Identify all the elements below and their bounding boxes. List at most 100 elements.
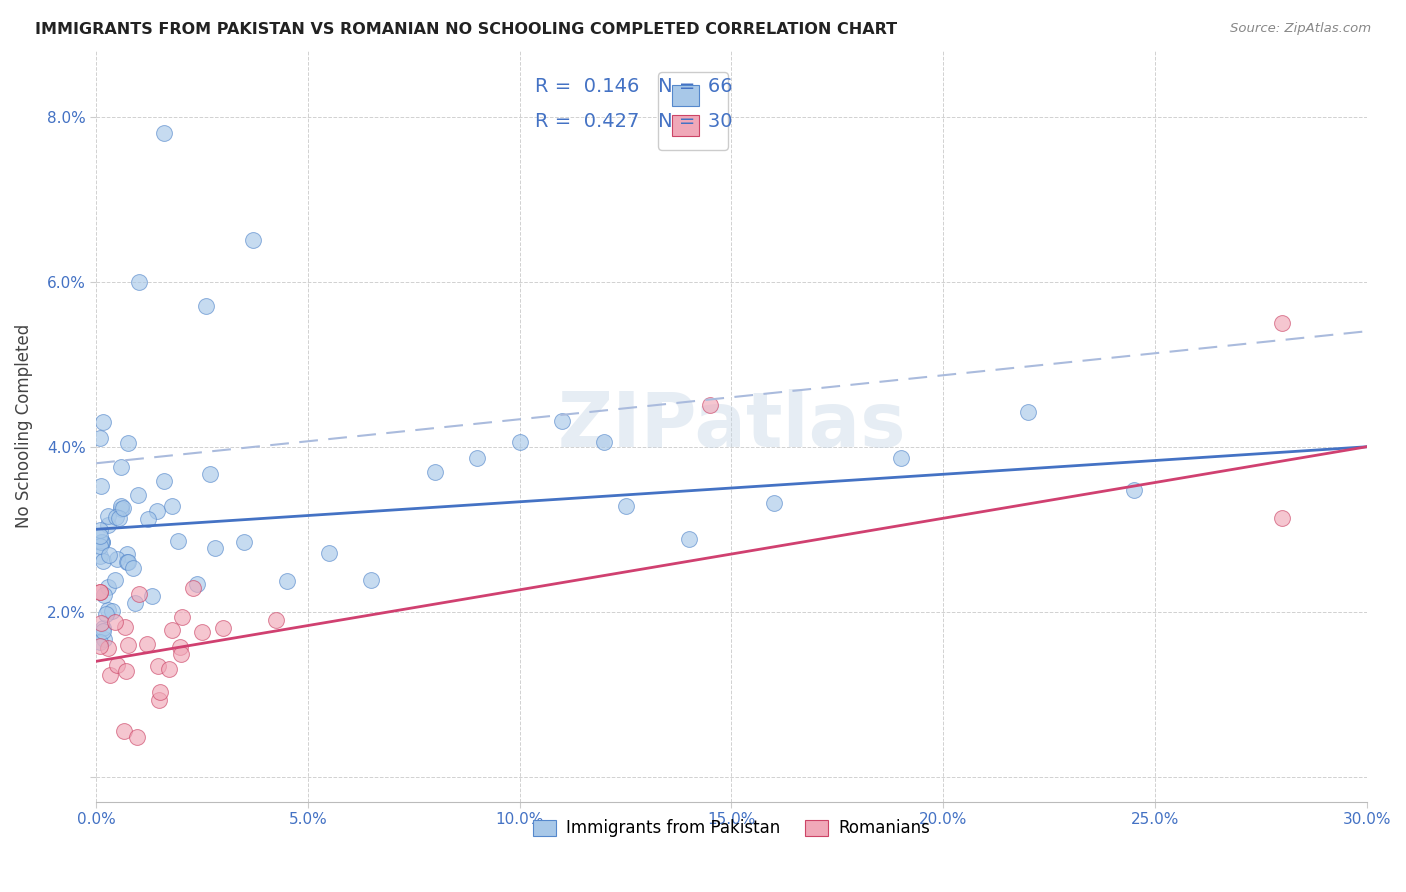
Point <box>1122 483 1144 497</box>
Point <box>89 584 111 599</box>
Point <box>162 623 184 637</box>
Point <box>114 620 136 634</box>
Point <box>593 435 616 450</box>
Point <box>509 435 531 450</box>
Point <box>100 667 122 681</box>
Point <box>124 597 146 611</box>
Point <box>90 479 112 493</box>
Point <box>104 509 127 524</box>
Point <box>890 450 912 465</box>
Point <box>97 509 120 524</box>
Point <box>136 512 159 526</box>
Point <box>117 435 139 450</box>
Point <box>212 621 235 635</box>
Point <box>97 641 120 656</box>
Point <box>91 415 114 429</box>
Point <box>318 546 340 560</box>
Point <box>153 474 176 488</box>
Point <box>89 640 111 654</box>
Point <box>97 548 120 562</box>
Point <box>360 574 382 588</box>
Point <box>89 523 111 537</box>
Legend: Immigrants from Pakistan, Romanians: Immigrants from Pakistan, Romanians <box>524 811 939 846</box>
Point <box>110 499 132 513</box>
Point <box>146 658 169 673</box>
Text: R =  0.146   N =  66: R = 0.146 N = 66 <box>534 77 733 96</box>
Point <box>148 692 170 706</box>
Point <box>91 554 114 568</box>
Point <box>97 580 120 594</box>
Point <box>1271 511 1294 525</box>
Point <box>90 535 112 549</box>
Point <box>169 640 191 655</box>
Point <box>699 399 721 413</box>
Point <box>157 662 180 676</box>
Point <box>89 585 111 599</box>
Point <box>96 607 118 621</box>
Point <box>145 504 167 518</box>
Point <box>204 541 226 556</box>
Point <box>125 730 148 744</box>
Point <box>242 234 264 248</box>
Point <box>181 582 204 596</box>
Point <box>114 665 136 679</box>
Point <box>149 684 172 698</box>
Point <box>264 613 287 627</box>
Text: R =  0.427   N =  30: R = 0.427 N = 30 <box>534 112 733 131</box>
Point <box>115 555 138 569</box>
Point <box>104 574 127 588</box>
Point <box>93 632 115 647</box>
Point <box>112 724 135 739</box>
Point <box>551 414 574 428</box>
Point <box>111 500 134 515</box>
Point <box>186 577 208 591</box>
Point <box>141 589 163 603</box>
Point <box>136 637 159 651</box>
Point <box>276 574 298 588</box>
Text: Source: ZipAtlas.com: Source: ZipAtlas.com <box>1230 22 1371 36</box>
Point <box>153 126 176 140</box>
Point <box>170 647 193 661</box>
Point <box>97 517 120 532</box>
Point <box>93 588 115 602</box>
Point <box>200 467 222 482</box>
Point <box>467 450 489 465</box>
Point <box>762 496 785 510</box>
Point <box>423 465 446 479</box>
Point <box>100 603 122 617</box>
Point <box>127 488 149 502</box>
Point <box>89 549 111 563</box>
Point <box>195 300 218 314</box>
Point <box>117 547 139 561</box>
Point <box>191 624 214 639</box>
Point <box>90 616 112 631</box>
Text: IMMIGRANTS FROM PAKISTAN VS ROMANIAN NO SCHOOLING COMPLETED CORRELATION CHART: IMMIGRANTS FROM PAKISTAN VS ROMANIAN NO … <box>35 22 897 37</box>
Point <box>1017 405 1039 419</box>
Point <box>678 533 700 547</box>
Point <box>117 638 139 652</box>
Point <box>97 603 120 617</box>
Point <box>89 529 111 543</box>
Point <box>108 511 131 525</box>
Point <box>91 622 114 636</box>
Point <box>89 431 111 445</box>
Point <box>105 552 128 566</box>
Point <box>90 535 112 549</box>
Point <box>89 539 111 553</box>
Point <box>122 561 145 575</box>
Point <box>117 555 139 569</box>
Point <box>1271 316 1294 330</box>
Text: ZIPatlas: ZIPatlas <box>557 389 905 463</box>
Point <box>166 534 188 549</box>
Point <box>614 499 637 513</box>
Point <box>128 275 150 289</box>
Point <box>110 459 132 474</box>
Point <box>128 587 150 601</box>
Point <box>105 658 128 673</box>
Y-axis label: No Schooling Completed: No Schooling Completed <box>15 324 32 528</box>
Point <box>162 499 184 513</box>
Point <box>103 615 125 629</box>
Point <box>89 635 111 649</box>
Point <box>90 535 112 549</box>
Point <box>110 502 132 516</box>
